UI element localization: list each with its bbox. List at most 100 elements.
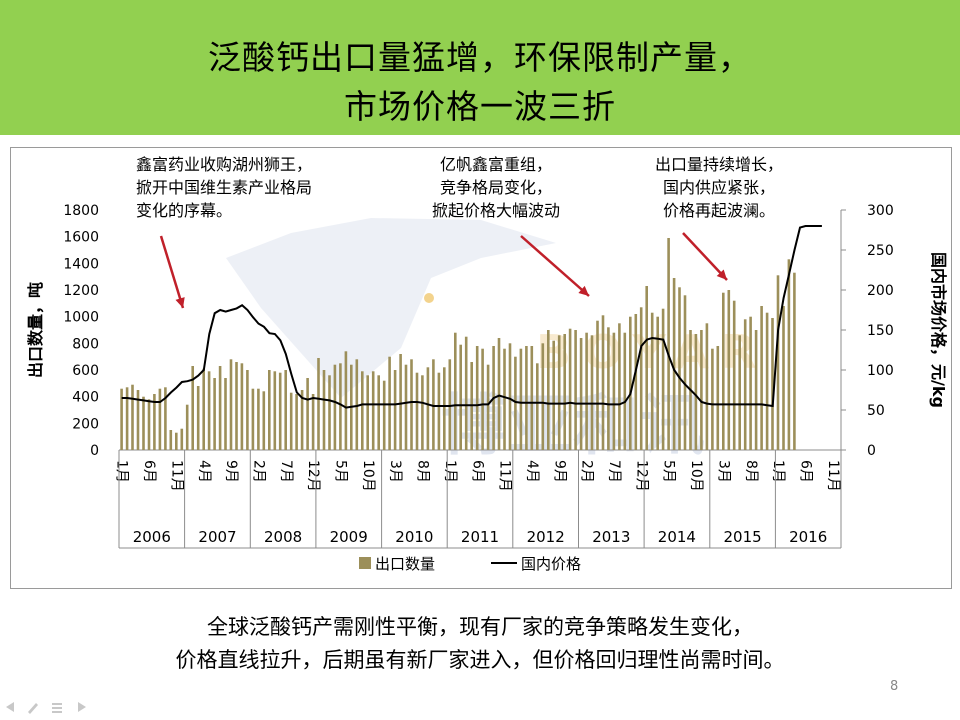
bar-export-volume [541, 343, 545, 450]
bar-export-volume [514, 356, 517, 450]
bar-export-volume [415, 372, 419, 450]
bar-export-volume [563, 334, 566, 450]
x-year-label: 2016 [789, 528, 827, 546]
bar-export-volume [754, 330, 758, 450]
x-year-label: 2008 [264, 528, 302, 546]
bar-export-volume [235, 362, 238, 450]
x-month-tick-label: 6月 [798, 460, 814, 483]
bar-export-volume [464, 336, 468, 450]
bar-export-volume [311, 394, 315, 450]
x-month-tick-label: 9月 [223, 460, 239, 483]
x-month-tick-label: 2月 [579, 460, 595, 483]
bar-export-volume [366, 375, 369, 450]
watermark-bird-icon [226, 218, 556, 398]
bar-export-volume [268, 370, 271, 450]
y-left-tick-label: 1400 [63, 256, 99, 272]
x-month-tick-label: 8月 [415, 460, 431, 483]
x-year-label: 2007 [198, 528, 236, 546]
bar-export-volume [678, 287, 681, 450]
bar-export-volume [355, 359, 359, 450]
bar-export-volume [191, 366, 194, 450]
bar-export-volume [732, 300, 736, 450]
x-month-tick-label: 10月 [688, 460, 704, 492]
y-right-tick-label: 50 [867, 403, 885, 419]
x-month-tick-label: 9月 [551, 460, 567, 483]
bar-export-volume [300, 390, 304, 450]
bar-export-volume [525, 346, 528, 450]
bar-export-volume [202, 368, 205, 450]
bar-export-volume [530, 346, 534, 450]
annotation-text: 鑫富药业收购湖州狮王， [136, 155, 312, 174]
annotation-text: 国内供应紧张， [663, 178, 775, 197]
chart-svg: BOYAR博亚和讯0200400600800100012001400160018… [26, 155, 948, 573]
bar-export-volume [618, 323, 621, 450]
bar-export-volume [278, 372, 282, 450]
slide-nav-controls[interactable] [4, 698, 104, 716]
bar-export-volume [120, 388, 123, 450]
watermark-eye-icon [424, 293, 434, 303]
bar-export-volume [711, 348, 714, 450]
conclusion-line-2: 价格直线拉升，后期虽有新厂家进入，但价格回归理性尚需时间。 [175, 648, 785, 672]
bar-export-volume [585, 332, 588, 450]
x-year-label: 2015 [724, 528, 762, 546]
bar-export-volume [776, 275, 780, 450]
bar-export-volume [623, 332, 627, 450]
bar-export-volume [437, 372, 441, 450]
bar-export-volume [667, 238, 670, 450]
legend-label-price: 国内价格 [521, 555, 581, 573]
y-right-tick-label: 200 [867, 283, 894, 299]
bar-export-volume [158, 388, 162, 450]
bar-export-volume [519, 348, 523, 450]
bar-export-volume [443, 367, 446, 450]
bar-export-volume [607, 327, 610, 450]
bar-export-volume [131, 384, 134, 450]
page-number: 8 [890, 679, 899, 694]
bar-export-volume [547, 330, 550, 450]
annotation-arrow [682, 232, 728, 281]
bar-export-volume [224, 378, 227, 450]
bar-export-volume [322, 370, 326, 450]
x-month-tick-label: 3月 [715, 460, 731, 483]
bar-export-volume [421, 375, 424, 450]
bar-export-volume [317, 358, 320, 450]
x-month-tick-label: 12月 [305, 460, 321, 492]
x-month-tick-label: 8月 [743, 460, 759, 483]
bar-export-volume [426, 367, 430, 450]
bar-export-volume [639, 307, 643, 450]
bar-export-volume [475, 346, 479, 450]
prev-arrow-icon[interactable] [6, 702, 14, 712]
bar-export-volume [454, 332, 457, 450]
annotation-text: 竞争格局变化， [440, 178, 552, 197]
bar-export-volume [656, 316, 659, 450]
bar-export-volume [727, 290, 731, 450]
y-left-tick-label: 400 [72, 390, 99, 406]
y-left-tick-label: 200 [72, 416, 99, 432]
bar-export-volume [339, 363, 342, 450]
pen-icon[interactable] [28, 703, 38, 714]
x-year-label: 2006 [133, 528, 171, 546]
bar-export-volume [557, 335, 561, 450]
y-left-tick-label: 0 [90, 443, 99, 459]
bar-export-volume [782, 306, 785, 450]
bar-export-volume [180, 428, 184, 450]
x-month-tick-label: 11月 [497, 460, 513, 492]
annotation-arrowhead-icon [175, 297, 185, 308]
bar-export-volume [399, 354, 402, 450]
bar-export-volume [771, 318, 774, 450]
bar-export-volume [136, 390, 140, 450]
x-month-tick-label: 7月 [606, 460, 622, 483]
y-left-tick-label: 1800 [63, 203, 99, 219]
annotation-arrowhead-icon [716, 269, 727, 280]
x-month-tick-label: 6月 [469, 460, 485, 483]
bar-export-volume [574, 330, 577, 450]
y-right-tick-label: 150 [867, 323, 894, 339]
y-left-tick-label: 800 [72, 336, 99, 352]
bar-export-volume [251, 388, 255, 450]
menu-icon[interactable] [52, 703, 62, 713]
bar-export-volume [716, 346, 720, 450]
bar-export-volume [328, 375, 331, 450]
x-month-tick-label: 10月 [360, 460, 376, 492]
bar-export-volume [552, 340, 555, 450]
next-arrow-icon[interactable] [78, 702, 86, 712]
bar-export-volume [213, 378, 216, 450]
